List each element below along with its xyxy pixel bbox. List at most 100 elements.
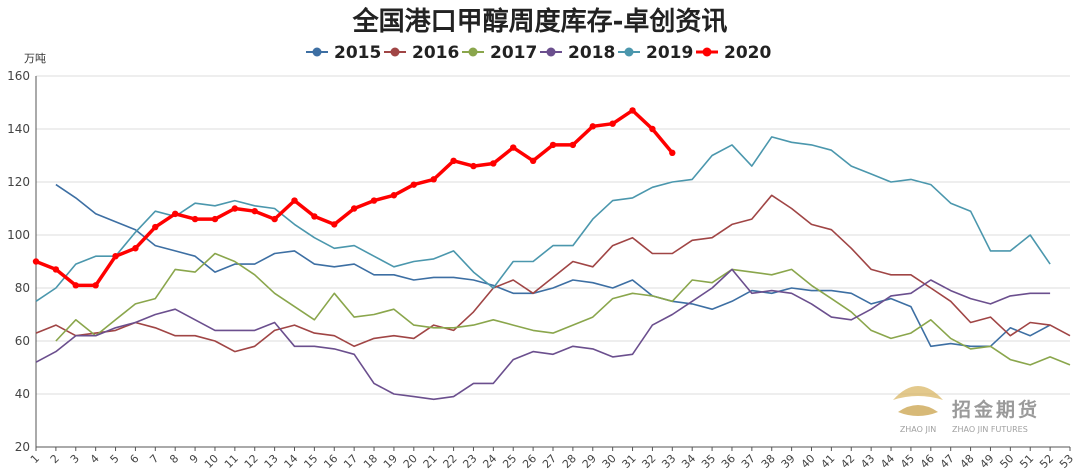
data-point-2020 [390,192,398,199]
data-point-2020 [92,282,99,289]
x-tick-label: 21 [421,452,440,471]
data-point-2020 [410,181,418,188]
x-tick-label: 48 [958,452,977,471]
x-tick-label: 22 [441,452,460,471]
legend-item-2018[interactable]: 2018 [540,43,615,63]
data-point-2020 [589,123,596,130]
legend-item-2020[interactable]: 2020 [696,43,771,63]
data-point-2020 [251,207,258,215]
x-tick-label: 18 [361,452,380,471]
x-tick-label: 41 [818,452,837,471]
x-tick-label: 5 [108,452,122,466]
x-tick-label: 12 [242,452,261,471]
x-tick-label: 28 [560,452,579,471]
data-point-2020 [32,258,40,265]
legend-swatch-dot [312,47,322,57]
y-tick-label: 160 [7,69,30,83]
data-point-2020 [311,213,318,220]
y-tick-label: 80 [15,281,30,295]
x-tick-label: 40 [799,452,818,471]
series-2018 [35,268,1051,401]
legend-item-2019[interactable]: 2019 [618,43,693,63]
y-tick-label: 20 [15,440,30,454]
series-line-2015 [55,183,1051,348]
x-tick-label: 53 [1057,452,1076,471]
legend-swatch-dot [468,47,478,57]
series-line-2019 [35,136,1051,302]
data-point-2020 [430,176,437,183]
data-point-2020 [72,282,79,289]
x-tick-label: 7 [147,452,161,466]
x-tick-label: 9 [187,452,201,466]
series-line-2016 [35,194,1071,353]
data-point-2020 [271,215,278,223]
legend-label: 2016 [412,43,459,63]
data-point-2020 [609,120,616,127]
legend-swatch-dot [546,47,556,57]
x-tick-label: 47 [938,452,957,471]
data-point-2020 [331,221,338,228]
series-2016 [35,194,1071,353]
series-line-2018 [35,268,1051,401]
data-point-2020 [112,253,119,260]
watermark-brand-en: ZHAO JIN FUTURES [952,425,1028,434]
x-tick-label: 32 [639,452,658,471]
legend-item-2015[interactable]: 2015 [306,43,381,63]
x-tick-label: 52 [1037,452,1056,471]
x-tick-label: 46 [918,452,937,471]
data-point-2020 [52,266,60,273]
x-tick-label: 4 [88,452,102,466]
y-axis-ticks: 20 40 60 80 100 120 140 160 [7,69,30,454]
data-point-2020 [529,157,537,164]
data-point-2020 [132,245,139,252]
legend-label: 2020 [724,43,771,63]
data-point-2020 [152,223,159,231]
x-tick-label: 2 [48,452,62,466]
series-2017 [55,252,1071,366]
data-point-2020 [510,144,517,151]
x-tick-label: 45 [898,452,917,471]
series-2019 [35,136,1051,302]
watermark: ZHAO JIN 招金期货 ZHAO JIN FUTURES [893,386,1040,434]
x-tick-label: 13 [262,452,281,471]
watermark-brand-cn: 招金期货 [952,398,1040,421]
legend-swatch-dot [702,47,712,57]
x-tick-label: 35 [699,452,718,471]
data-point-2020 [569,141,577,149]
x-tick-label: 42 [838,452,857,471]
x-tick-label: 43 [858,452,877,471]
series-2020 [32,107,676,289]
x-tick-label: 49 [977,452,996,471]
legend-swatch-dot [624,47,634,57]
series-line-2020 [35,108,674,288]
x-tick-label: 15 [301,452,320,471]
x-tick-label: 14 [282,452,301,471]
chart-title: 全国港口甲醇周度库存-卓创资讯 [352,6,728,37]
legend-swatch-dot [390,47,400,57]
x-tick-label: 31 [620,452,639,471]
data-point-2020 [549,141,557,149]
x-tick-label: 23 [460,452,479,471]
x-tick-label: 19 [381,452,400,471]
grid-lines [35,75,1070,448]
y-tick-label: 120 [7,175,30,189]
series-line-2017 [55,252,1071,366]
data-point-2020 [450,157,457,164]
x-tick-label: 3 [68,452,82,466]
x-tick-label: 51 [1017,452,1036,471]
legend-item-2017[interactable]: 2017 [462,43,537,63]
legend-item-2016[interactable]: 2016 [384,43,459,63]
data-point-2020 [370,197,378,204]
x-axis-ticks: 1 2 3 4 5 6 7 8 9 10 11 12 13 14 15 16 17 18 19 20 21 22 23 24 2… [28,447,1076,471]
y-tick-label: 40 [15,387,30,401]
watermark-logo-text: ZHAO JIN [900,425,936,434]
x-tick-label: 34 [679,452,698,471]
x-tick-label: 38 [759,452,778,471]
x-tick-label: 30 [600,452,619,471]
legend: 2015 2016 2017 2018 2019 2020 [306,43,771,63]
legend-label: 2015 [334,43,381,63]
x-tick-label: 20 [401,452,420,471]
x-tick-label: 1 [28,452,42,466]
